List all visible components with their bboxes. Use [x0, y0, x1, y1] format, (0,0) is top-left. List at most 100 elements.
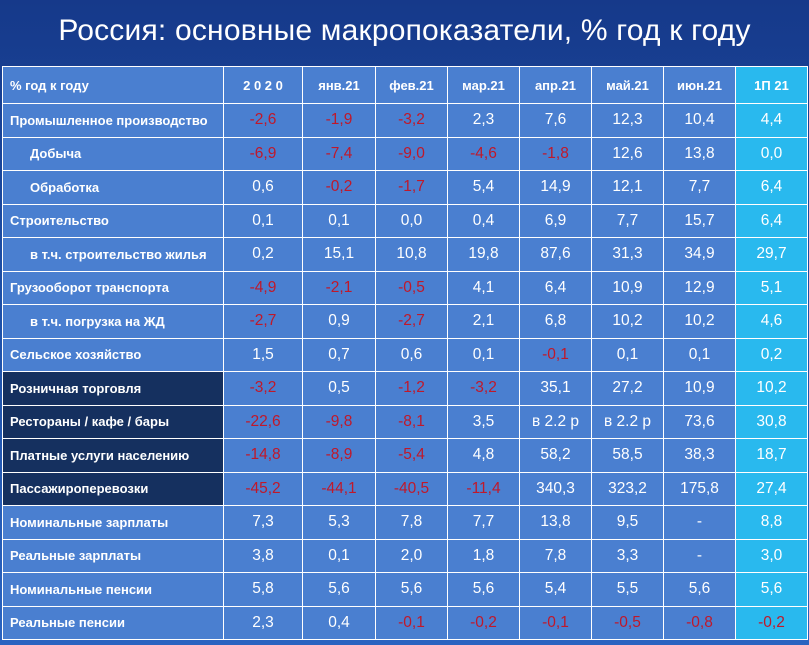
row-label: Номинальные зарплаты: [2, 505, 224, 540]
row-label: Пассажироперевозки: [2, 471, 224, 506]
header-cell-period: 1П 21: [735, 66, 808, 104]
row-label: Добыча: [2, 136, 224, 171]
value-cell: 1,5: [223, 337, 303, 372]
value-cell: 5,4: [447, 170, 520, 205]
value-cell: 0,1: [302, 538, 376, 573]
value-cell: 5,5: [591, 572, 664, 607]
header-cell-period: мар.21: [447, 66, 520, 104]
value-cell: -0,5: [375, 270, 448, 305]
value-cell: 0,0: [735, 136, 808, 171]
table-row: Добыча -6,9 -7,4 -9,0 -4,6 -1,8 12,6 13,8 0,0: [2, 136, 808, 171]
value-cell: 2,3: [223, 605, 303, 640]
value-cell: 9,5: [591, 505, 664, 540]
value-cell: -2,7: [375, 304, 448, 339]
value-cell: -2,6: [223, 103, 303, 138]
value-cell: -22,6: [223, 404, 303, 439]
value-cell: 0,2: [735, 337, 808, 372]
value-cell: в 2.2 р: [519, 404, 592, 439]
header-cell-label: % год к году: [2, 66, 224, 104]
value-cell: 6,4: [735, 203, 808, 238]
value-cell: 340,3: [519, 471, 592, 506]
table-row: Номинальные пенсии 5,8 5,6 5,6 5,6 5,4 5,5 5,6 5…: [2, 572, 808, 607]
value-cell: 13,8: [663, 136, 736, 171]
value-cell: -1,2: [375, 371, 448, 406]
page-title: Россия: основные макропоказатели, % год …: [58, 14, 751, 47]
value-cell: 5,6: [735, 572, 808, 607]
value-cell: 19,8: [447, 237, 520, 272]
value-cell: -0,5: [591, 605, 664, 640]
value-cell: -44,1: [302, 471, 376, 506]
value-cell: 0,1: [223, 203, 303, 238]
value-cell: 58,2: [519, 438, 592, 473]
value-cell: 6,8: [519, 304, 592, 339]
table-row: Реальные зарплаты 3,8 0,1 2,0 1,8 7,8 3,3-3,0: [2, 538, 808, 573]
value-cell: -8,9: [302, 438, 376, 473]
value-cell: 6,9: [519, 203, 592, 238]
value-cell: 0,2: [223, 237, 303, 272]
value-cell: 4,1: [447, 270, 520, 305]
value-cell: 35,1: [519, 371, 592, 406]
value-cell: -1,8: [519, 136, 592, 171]
value-cell: 10,4: [663, 103, 736, 138]
value-cell: -0,2: [302, 170, 376, 205]
value-cell: 0,9: [302, 304, 376, 339]
value-cell: 5,8: [223, 572, 303, 607]
value-cell: 0,5: [302, 371, 376, 406]
value-cell: 5,3: [302, 505, 376, 540]
value-cell: 30,8: [735, 404, 808, 439]
value-cell: -3,2: [223, 371, 303, 406]
value-cell: 7,6: [519, 103, 592, 138]
value-cell: -0,1: [519, 337, 592, 372]
value-cell: 18,7: [735, 438, 808, 473]
value-cell: 38,3: [663, 438, 736, 473]
table-header-row: % год к году 2 0 2 0 янв.21 фев.21 мар.21 апр…: [2, 66, 808, 104]
row-label: Платные услуги населению: [2, 438, 224, 473]
value-cell: 3,8: [223, 538, 303, 573]
value-cell: 4,4: [735, 103, 808, 138]
value-cell: 3,3: [591, 538, 664, 573]
value-cell: -2,7: [223, 304, 303, 339]
value-cell: -: [663, 538, 736, 573]
table-row: Рестораны / кафе / бары -22,6 -9,8 -8,1 3,5 в…: [2, 404, 808, 439]
value-cell: -1,9: [302, 103, 376, 138]
value-cell: 13,8: [519, 505, 592, 540]
header-cell-period: фев.21: [375, 66, 448, 104]
value-cell: 0,4: [447, 203, 520, 238]
value-cell: 1,8: [447, 538, 520, 573]
row-label: Грузооборот транспорта: [2, 270, 224, 305]
value-cell: -1,7: [375, 170, 448, 205]
value-cell: 10,9: [663, 371, 736, 406]
value-cell: -0,2: [735, 605, 808, 640]
value-cell: -2,1: [302, 270, 376, 305]
value-cell: 5,6: [375, 572, 448, 607]
row-label: Розничная торговля: [2, 371, 224, 406]
value-cell: 58,5: [591, 438, 664, 473]
value-cell: 7,8: [375, 505, 448, 540]
table-row: Номинальные зарплаты 7,3 5,3 7,8 7,7 13,8 9,5-…: [2, 505, 808, 540]
value-cell: 0,6: [375, 337, 448, 372]
value-cell: 5,6: [447, 572, 520, 607]
value-cell: 8,8: [735, 505, 808, 540]
table-row: Пассажироперевозки -45,2 -44,1 -40,5 -11,4 34…: [2, 471, 808, 506]
value-cell: 10,2: [591, 304, 664, 339]
value-cell: 7,3: [223, 505, 303, 540]
value-cell: -: [663, 505, 736, 540]
value-cell: 6,4: [519, 270, 592, 305]
table-row: Строительство 0,1 0,1 0,0 0,4 6,9 7,7 15,7 6,4: [2, 203, 808, 238]
table-row: в т.ч. погрузка на ЖД -2,7 0,9 -2,7 2,1 6,8 10…: [2, 304, 808, 339]
table-row: Обработка 0,6 -0,2 -1,7 5,4 14,9 12,1 7,7 6,4: [2, 170, 808, 205]
row-label: Рестораны / кафе / бары: [2, 404, 224, 439]
header-cell-period: янв.21: [302, 66, 376, 104]
value-cell: в 2.2 р: [591, 404, 664, 439]
value-cell: -7,4: [302, 136, 376, 171]
value-cell: 27,2: [591, 371, 664, 406]
table-row: Промышленное производство -2,6 -1,9 -3,2 2,3…: [2, 103, 808, 138]
value-cell: -9,8: [302, 404, 376, 439]
value-cell: 2,1: [447, 304, 520, 339]
value-cell: -0,1: [375, 605, 448, 640]
value-cell: 2,0: [375, 538, 448, 573]
value-cell: 7,7: [663, 170, 736, 205]
value-cell: 5,4: [519, 572, 592, 607]
value-cell: 0,1: [447, 337, 520, 372]
